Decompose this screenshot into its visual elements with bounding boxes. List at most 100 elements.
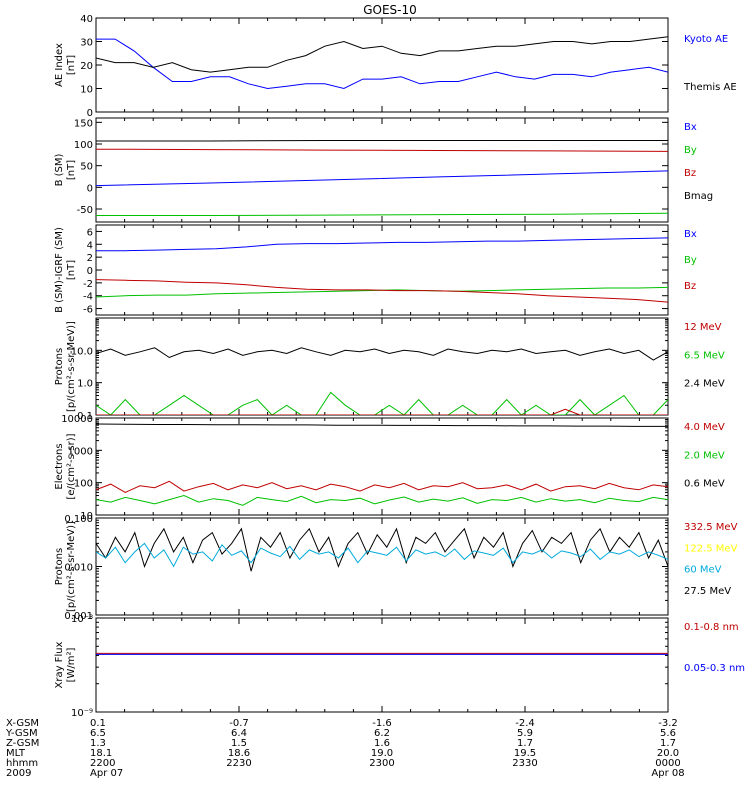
y-tick-label: 1.0 xyxy=(77,379,93,390)
y-tick-label: 0.001 xyxy=(64,611,93,622)
series-line-60-mev xyxy=(96,542,668,568)
series-line-6-5-mev xyxy=(96,391,668,415)
series-line-themis-ae xyxy=(96,36,668,73)
y-axis-label: B (SM) xyxy=(54,153,65,186)
legend-bz: Bz xyxy=(684,168,696,179)
footer-cell-hhmm: 0000 xyxy=(655,758,680,769)
y-axis-unit: [e/(cm²-s-sr)] xyxy=(66,433,77,499)
legend-12-mev: 12 MeV xyxy=(684,322,722,333)
y-tick-label: 6 xyxy=(87,227,93,238)
y-axis-unit: [W/m²] xyxy=(66,647,77,682)
y-tick-label: -6 xyxy=(83,305,93,316)
y-tick-label: 0 xyxy=(87,183,93,194)
footer-cell-mlt: 19.5 xyxy=(514,748,536,759)
legend-by: By xyxy=(684,145,697,156)
panel-frame xyxy=(95,517,669,616)
y-tick-label: 10 xyxy=(80,511,93,522)
y-tick-label: 10 xyxy=(80,85,93,96)
series-line-bx xyxy=(96,237,668,252)
panel-frame xyxy=(95,117,669,223)
y-tick-label: 10000 xyxy=(61,414,93,425)
series-line-0-6-mev xyxy=(96,423,668,427)
y-tick-label: 150 xyxy=(74,118,93,129)
panel-protons_hi: 0.1 1.0 10.0 Protons [p/(cm²-s-sr-MeV)] 12 Me… xyxy=(54,317,725,422)
legend-bz: Bz xyxy=(684,281,696,292)
footer-cell-hhmm: 2330 xyxy=(512,758,537,769)
footer-cell-x: -1.6 xyxy=(372,718,392,729)
y-axis-label: Xray Flux xyxy=(54,641,65,688)
y-axis-unit: [p/(cm²-s-sr-MeV)] xyxy=(66,321,77,412)
y-tick-label: 10⁻⁹ xyxy=(71,708,93,719)
panel-b_sm: -50 0 50 100 150 B (SM) [nT] Bx By Bz Bmag xyxy=(54,117,713,223)
panel-protons_lo: 0.001 0.010 0.100 Protons [p/(cm²-s-sr-MeV)]… xyxy=(54,514,738,622)
series-line-bz xyxy=(96,279,668,303)
footer-cell-y: 5.6 xyxy=(660,728,676,739)
footer-cell-hhmm: 2230 xyxy=(226,758,251,769)
panel-xray: 10⁻⁹ 10⁻⁸ Xray Flux [W/m²] 0.1-0.8 nm 0.05-0.… xyxy=(54,614,745,719)
legend-2-4-mev: 2.4 MeV xyxy=(684,379,725,390)
y-axis-label: Protons xyxy=(54,348,65,385)
footer-cell-mlt: 18.1 xyxy=(90,748,112,759)
legend-0-05-0-3-nm: 0.05-0.3 nm xyxy=(684,663,745,674)
panel-b_igrf: -6 -4 -2 0 2 4 6 B (SM)-IGRF (SM) [nT] Bx By Bz xyxy=(54,224,697,316)
footer-cell-y: 6.2 xyxy=(374,728,390,739)
legend-bmag: Bmag xyxy=(684,191,713,202)
panel-ae: 0 10 20 30 40 AE Index [nT] Kyoto AE Themis AE xyxy=(54,14,737,119)
legend-2-0-mev: 2.0 MeV xyxy=(684,450,725,461)
series-line-bx xyxy=(96,170,668,187)
series-line-by xyxy=(96,212,668,216)
footer-cell-y: 6.5 xyxy=(90,728,106,739)
footer-cell-x: -2.4 xyxy=(515,718,535,729)
y-tick-label: 100 xyxy=(74,140,93,151)
footer-cell-z: 1.6 xyxy=(374,738,390,749)
series-line-4-0-mev xyxy=(96,480,668,493)
series-line-kyoto-ae xyxy=(96,38,668,90)
footer-row-label: MLT xyxy=(6,748,26,759)
y-tick-label: 10⁻⁸ xyxy=(71,614,93,625)
y-axis-label: Electrons xyxy=(54,443,65,489)
footer-cell-mlt: 18.6 xyxy=(228,748,250,759)
legend-0-6-mev: 0.6 MeV xyxy=(684,479,725,490)
series-line-12-mev xyxy=(96,408,668,415)
y-tick-label: 1000 xyxy=(68,446,93,457)
legend-60-mev: 60 MeV xyxy=(684,565,722,576)
footer-cell-mlt: 19.0 xyxy=(371,748,393,759)
y-tick-label: 10.0 xyxy=(71,346,93,357)
footer-cell-y: 6.4 xyxy=(231,728,247,739)
footer-row-label: X-GSM xyxy=(6,718,39,729)
legend-6-5-mev: 6.5 MeV xyxy=(684,350,725,361)
y-tick-label: 40 xyxy=(80,14,93,25)
legend-themis-ae: Themis AE xyxy=(683,82,737,93)
legend-kyoto-ae: Kyoto AE xyxy=(684,34,728,45)
y-tick-label: 0.100 xyxy=(64,514,93,525)
panel-frame xyxy=(95,617,669,713)
panel-electrons: 10 100 1000 10000 Electrons [e/(cm²-s-sr)] 4.0… xyxy=(54,414,725,522)
footer-row-label: Z-GSM xyxy=(6,738,39,749)
series-line-bz xyxy=(96,148,668,152)
footer-row-label: hhmm xyxy=(6,758,38,769)
panel-frame xyxy=(95,224,669,316)
y-axis-unit: [nT] xyxy=(66,260,77,280)
y-tick-label: -4 xyxy=(83,292,93,303)
legend-bx: Bx xyxy=(684,122,697,133)
y-tick-label: 50 xyxy=(80,162,93,173)
footer-cell-x: 0.1 xyxy=(90,718,106,729)
y-axis-unit: [p/(cm²-s-sr-MeV)] xyxy=(66,521,77,612)
panel-frame xyxy=(95,317,669,416)
footer-cell-date: Apr 08 xyxy=(651,768,684,779)
legend-bx: Bx xyxy=(684,229,697,240)
y-tick-label: 0.1 xyxy=(77,411,93,422)
y-tick-label: 100 xyxy=(74,479,93,490)
y-tick-label: 0.010 xyxy=(64,563,93,574)
footer-cell-z: 1.7 xyxy=(517,738,533,749)
footer-cell-mlt: 20.0 xyxy=(657,748,679,759)
y-axis-label: B (SM)-IGRF (SM) xyxy=(54,227,65,313)
y-tick-label: 30 xyxy=(80,38,93,49)
footer-cell-date: Apr 07 xyxy=(90,768,123,779)
series-line-2-4-mev xyxy=(96,347,668,361)
y-tick-label: 4 xyxy=(87,240,93,251)
y-axis-label: AE Index xyxy=(54,43,65,87)
legend-by: By xyxy=(684,255,697,266)
footer-cell-y: 5.9 xyxy=(517,728,533,739)
